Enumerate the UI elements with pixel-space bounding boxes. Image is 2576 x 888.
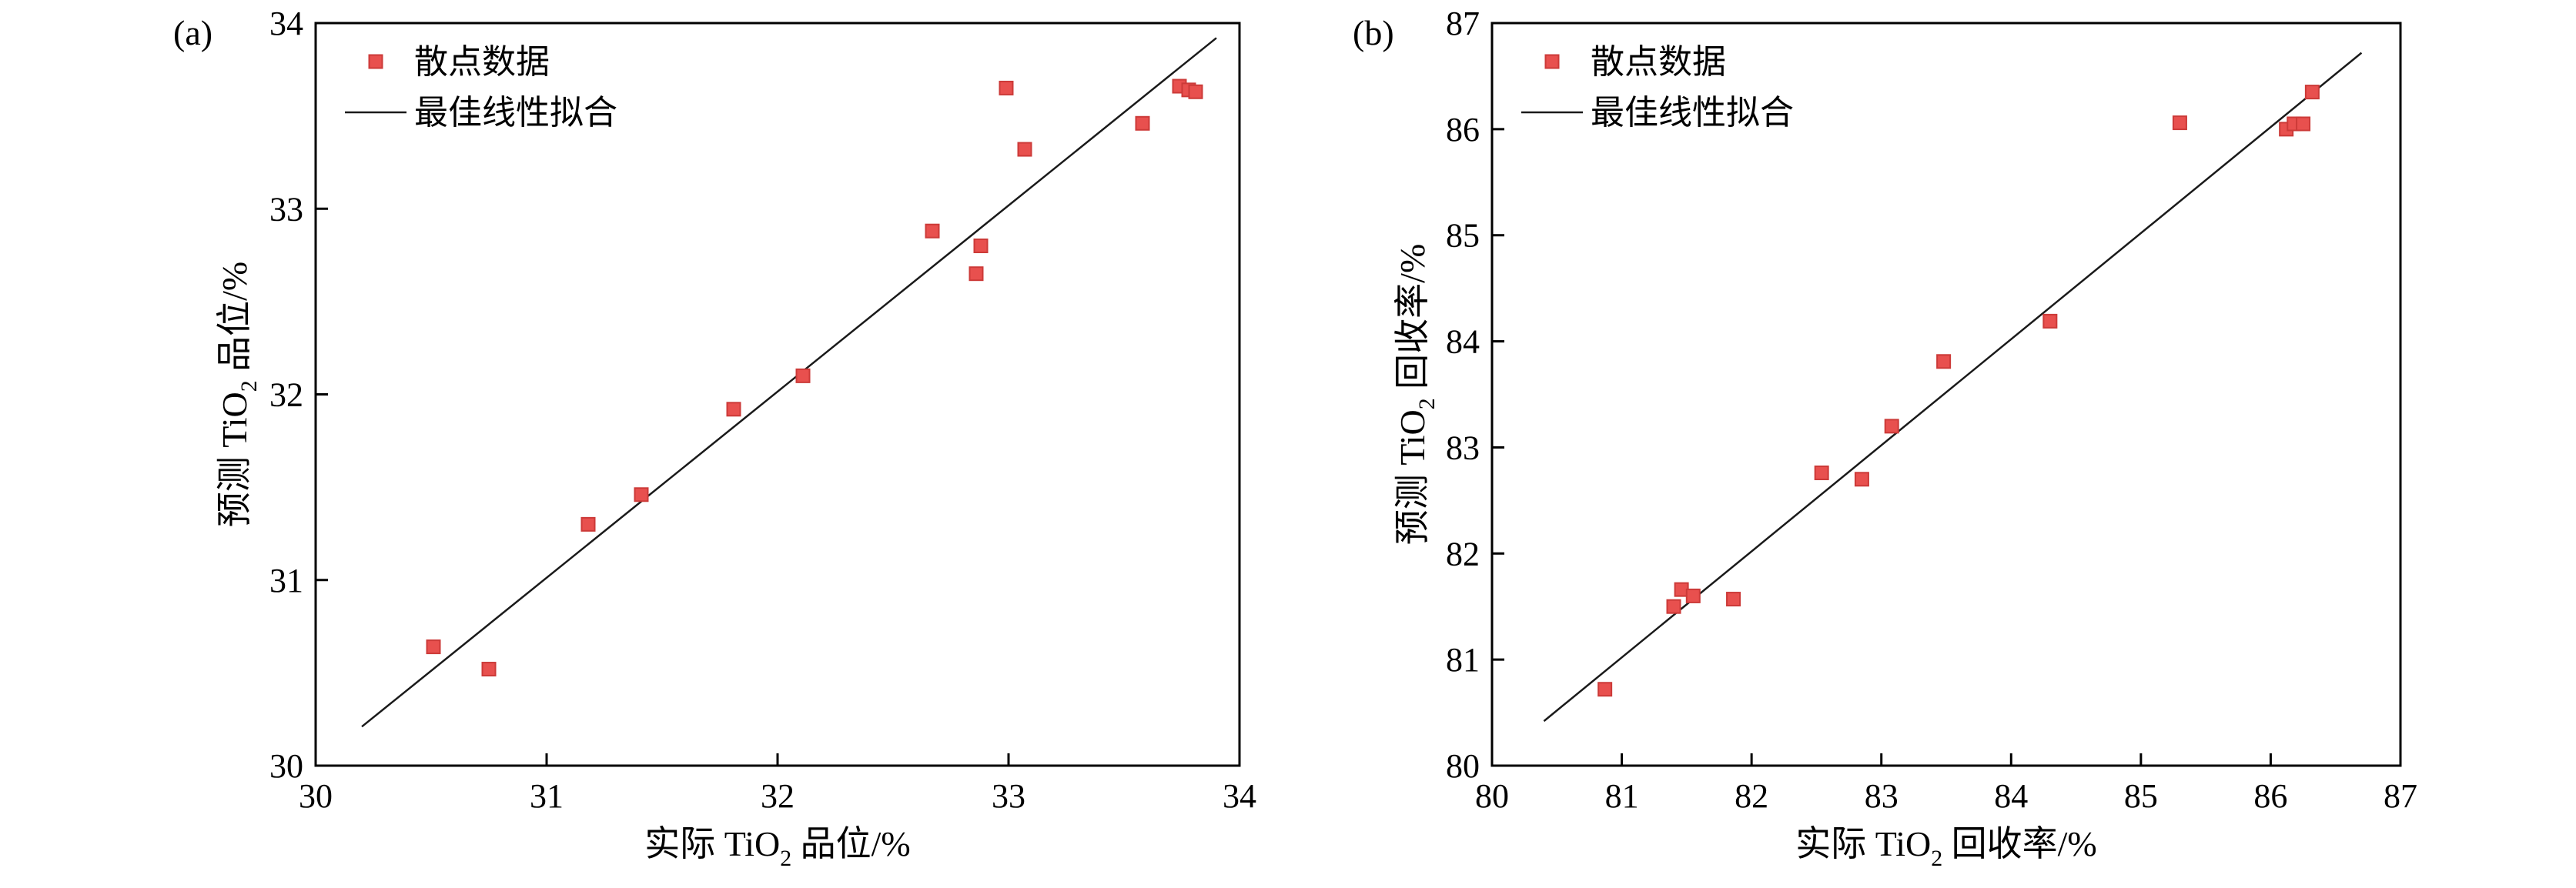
scatter-point xyxy=(1884,419,1899,434)
legend-marker xyxy=(368,54,383,69)
y-tick-label: 87 xyxy=(1446,5,1480,42)
scatter-point xyxy=(2296,116,2311,132)
fit-line xyxy=(361,37,1217,728)
scatter-point xyxy=(2304,85,2320,100)
scatter-point xyxy=(426,639,441,655)
x-axis-title: 实际 TiO2 品位/% xyxy=(644,824,911,871)
x-tick-label: 32 xyxy=(761,777,795,815)
chart-panel-a: 30 31 32 33 34 30 31 32 33 34 实际 TiO2 品位/% 预测 TiO2 … xyxy=(173,5,1256,871)
scatter-point xyxy=(1666,599,1681,614)
y-tick-label: 81 xyxy=(1446,641,1480,679)
fit-line xyxy=(1543,52,2363,723)
y-tick-label: 80 xyxy=(1446,747,1480,785)
scatter-point xyxy=(999,80,1014,95)
scatter-point xyxy=(1685,588,1701,603)
scatter-point xyxy=(2042,313,2058,329)
panel-label: (a) xyxy=(173,13,212,52)
scatter-point xyxy=(2172,115,2187,131)
legend-marker xyxy=(1544,54,1560,69)
scatter-point xyxy=(1135,115,1150,131)
scatter-point xyxy=(1936,354,1952,369)
y-tick-label: 83 xyxy=(1446,429,1480,466)
panel-label: (b) xyxy=(1353,13,1394,52)
y-tick-label: 32 xyxy=(269,376,303,414)
scatter-point xyxy=(1726,592,1741,607)
x-tick-label: 80 xyxy=(1475,777,1509,815)
x-tick-label: 31 xyxy=(530,777,564,815)
scatter-point xyxy=(925,223,940,239)
x-tick-label: 84 xyxy=(1994,777,2028,815)
y-tick-label: 85 xyxy=(1446,217,1480,255)
scatter-point xyxy=(795,368,811,383)
plot-border xyxy=(314,22,1241,767)
x-axis-title: 实际 TiO2 回收率/% xyxy=(1795,824,2097,871)
legend-label: 最佳线性拟合 xyxy=(414,94,617,132)
scatter-point xyxy=(1814,466,1829,481)
x-tick-label: 33 xyxy=(992,777,1025,815)
x-tick-label: 87 xyxy=(2384,777,2417,815)
y-tick-label: 86 xyxy=(1446,111,1480,149)
scatter-point xyxy=(634,487,649,502)
scatter-point xyxy=(1854,472,1869,487)
x-tick-label: 30 xyxy=(299,777,333,815)
y-tick-label: 33 xyxy=(269,190,303,228)
scatter-point xyxy=(481,662,497,677)
x-tick-label: 86 xyxy=(2253,777,2287,815)
legend-label: 最佳线性拟合 xyxy=(1591,94,1794,132)
chart-panel-b: 80 81 82 83 84 85 86 87 80 81 82 83 84 85 86 87 实际 TiO2 … xyxy=(1353,5,2417,871)
plot-border xyxy=(1490,22,2402,767)
legend-label: 散点数据 xyxy=(414,43,550,81)
x-tick-label: 85 xyxy=(2124,777,2158,815)
scatter-point xyxy=(726,402,741,417)
scatter-point xyxy=(969,266,984,282)
scatter-point xyxy=(973,239,989,253)
y-tick-label: 31 xyxy=(269,562,303,599)
y-axis-title: 预测 TiO2 品位/% xyxy=(215,262,262,528)
x-tick-label: 83 xyxy=(1865,777,1899,815)
scatter-point xyxy=(1597,682,1613,697)
y-tick-label: 84 xyxy=(1446,323,1480,361)
scatter-point xyxy=(1188,84,1203,99)
x-tick-label: 82 xyxy=(1735,777,1768,815)
y-axis-title: 预测 TiO2 回收率/% xyxy=(1393,244,1440,546)
y-tick-label: 30 xyxy=(269,747,303,785)
x-tick-label: 81 xyxy=(1605,777,1639,815)
scatter-point xyxy=(580,516,596,532)
scatter-point xyxy=(1017,142,1032,157)
x-tick-label: 34 xyxy=(1223,777,1256,815)
y-tick-label: 34 xyxy=(269,5,303,42)
legend-label: 散点数据 xyxy=(1591,43,1726,81)
y-tick-label: 82 xyxy=(1446,535,1480,573)
